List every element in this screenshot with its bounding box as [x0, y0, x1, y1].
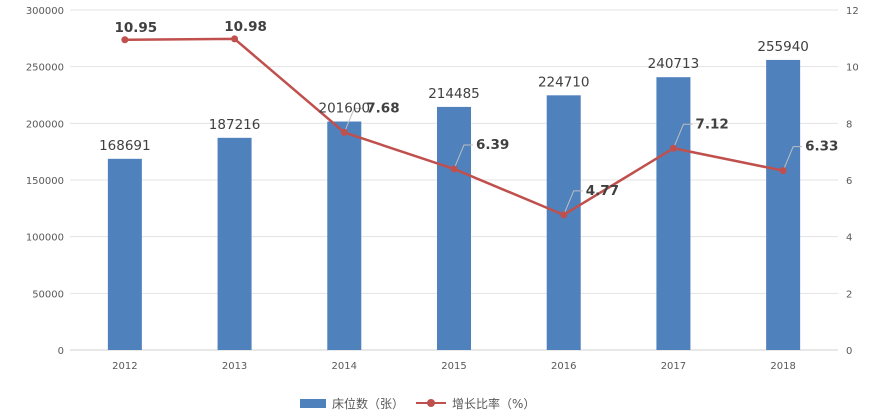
y-left-tick-label: 300000	[26, 6, 64, 17]
growth-value-label: 4.77	[586, 183, 619, 199]
y-left-tick-label: 100000	[26, 233, 64, 244]
x-tick-label: 2013	[222, 361, 247, 372]
bar	[656, 77, 691, 351]
label-leader-line	[453, 144, 473, 170]
x-axis: 2012 2013 2014 2015 2016 2017 2018	[112, 361, 796, 372]
legend-item-beds: 床位数（张）	[300, 395, 404, 412]
bar-value-label: 168691	[99, 138, 151, 154]
bar-value-label: 187216	[209, 117, 261, 133]
bar	[217, 137, 252, 350]
y-right-tick-label: 12	[846, 6, 859, 17]
y-right-tick-label: 10	[846, 63, 859, 74]
legend-swatch-bar	[300, 398, 326, 408]
y-right-tick-label: 8	[846, 119, 852, 130]
legend-item-growth: 增长比率（%）	[416, 395, 535, 412]
y-left-tick-label: 150000	[26, 176, 64, 187]
growth-point	[231, 35, 239, 43]
growth-point	[121, 36, 129, 44]
growth-point	[779, 167, 787, 175]
y-left-tick-label: 50000	[32, 289, 64, 300]
label-leader-line	[563, 190, 583, 216]
legend-swatch-line	[416, 398, 447, 408]
bar	[327, 121, 362, 351]
y-right-tick-label: 6	[846, 176, 852, 187]
growth-value-label: 7.68	[366, 100, 399, 116]
bar	[107, 158, 142, 350]
growth-value-label: 7.12	[695, 116, 728, 132]
bar	[546, 95, 581, 350]
data-labels: 168691 187216 201600 214485 224710 240713 2559…	[99, 19, 838, 199]
bar	[437, 106, 471, 351]
y-left-tick-label: 200000	[26, 119, 64, 130]
y-right-tick-label: 4	[846, 233, 852, 244]
x-tick-label: 2017	[661, 361, 686, 372]
label-leader-line	[343, 107, 364, 133]
x-tick-label: 2018	[770, 361, 795, 372]
y-left-tick-label: 250000	[26, 63, 64, 74]
y-right-tick-label: 2	[846, 289, 852, 300]
y-axis-left: 0 50000 100000 150000 200000 250000 300000	[26, 6, 64, 357]
growth-value-label: 6.39	[476, 137, 509, 153]
y-axis-right: 0 2 4 6 8 10 12	[846, 6, 859, 357]
x-tick-label: 2015	[441, 361, 466, 372]
x-tick-label: 2016	[551, 361, 576, 372]
legend: 床位数（张） 增长比率（%）	[300, 393, 547, 413]
line-series	[121, 35, 787, 219]
growth-point	[669, 144, 677, 152]
growth-point	[560, 211, 568, 219]
growth-value-label: 10.95	[115, 20, 158, 36]
y-left-tick-label: 0	[58, 346, 64, 357]
bar-value-label: 214485	[428, 86, 480, 102]
y-right-tick-label: 0	[846, 346, 852, 357]
x-tick-label: 2012	[112, 361, 137, 372]
bar-value-label: 255940	[757, 39, 809, 55]
legend-label-growth: 增长比率（%）	[452, 396, 536, 411]
x-tick-label: 2014	[332, 361, 357, 372]
growth-value-label: 10.98	[224, 19, 267, 35]
bar	[766, 59, 801, 351]
growth-point	[450, 165, 458, 173]
growth-point	[340, 128, 348, 136]
label-leader-line	[672, 123, 693, 149]
growth-value-label: 6.33	[805, 139, 838, 155]
bar-value-label: 240713	[648, 56, 700, 72]
bar-series	[107, 59, 801, 351]
label-leader-line	[782, 146, 803, 171]
label-leader-lines	[343, 107, 803, 216]
bar-value-label: 201600	[319, 101, 371, 117]
legend-label-beds: 床位数（张）	[332, 396, 405, 411]
bar-value-label: 224710	[538, 74, 590, 90]
